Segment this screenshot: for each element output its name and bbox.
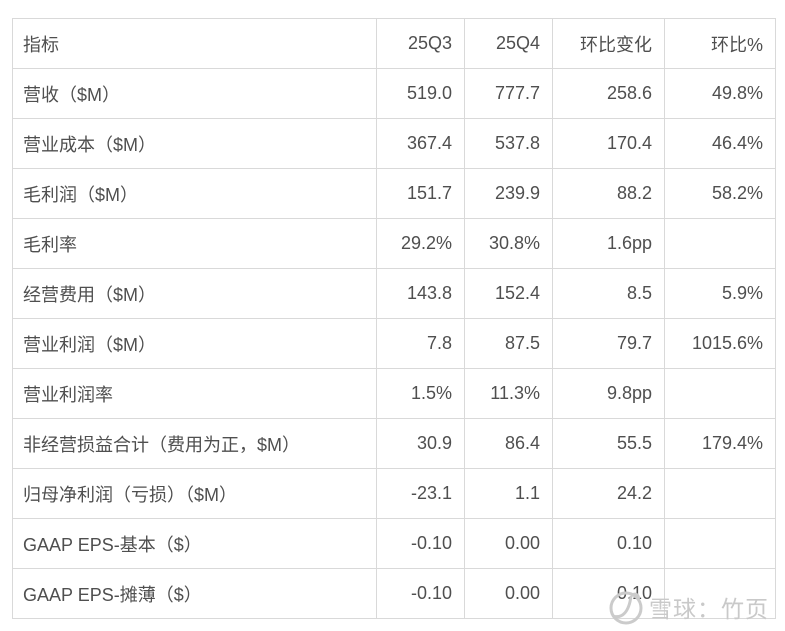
- header-cell: 环比变化: [552, 18, 665, 69]
- value-cell: 5.9%: [664, 268, 776, 319]
- value-cell: 1015.6%: [664, 318, 776, 369]
- value-cell: 0.00: [464, 568, 553, 619]
- value-cell: 87.5: [464, 318, 553, 369]
- header-cell: 25Q4: [464, 18, 553, 69]
- value-cell: 1.6pp: [552, 218, 665, 269]
- table-row: 营业利润率 1.5% 11.3% 9.8pp: [12, 368, 776, 419]
- value-cell: 0.10: [552, 518, 665, 569]
- header-cell: 25Q3: [376, 18, 465, 69]
- row-label-cell: 营业利润（$M）: [12, 318, 377, 369]
- value-cell: 58.2%: [664, 168, 776, 219]
- table-row: 非经营损益合计（费用为正，$M） 30.9 86.4 55.5 179.4%: [12, 418, 776, 469]
- value-cell: 11.3%: [464, 368, 553, 419]
- row-label-cell: 营业利润率: [12, 368, 377, 419]
- value-cell: 1.5%: [376, 368, 465, 419]
- value-cell: 0.00: [464, 518, 553, 569]
- table-row: 经营费用（$M） 143.8 152.4 8.5 5.9%: [12, 268, 776, 319]
- row-label-cell: 经营费用（$M）: [12, 268, 377, 319]
- value-cell: 537.8: [464, 118, 553, 169]
- value-cell: 777.7: [464, 68, 553, 119]
- value-cell: 179.4%: [664, 418, 776, 469]
- table-row: GAAP EPS-基本（$） -0.10 0.00 0.10: [12, 518, 776, 569]
- value-cell: [664, 218, 776, 269]
- value-cell: 30.8%: [464, 218, 553, 269]
- value-cell: 8.5: [552, 268, 665, 319]
- value-cell: 239.9: [464, 168, 553, 219]
- row-label-cell: 营收（$M）: [12, 68, 377, 119]
- value-cell: [664, 568, 776, 619]
- table-row: 营业成本（$M） 367.4 537.8 170.4 46.4%: [12, 118, 776, 169]
- value-cell: 29.2%: [376, 218, 465, 269]
- value-cell: 9.8pp: [552, 368, 665, 419]
- value-cell: 143.8: [376, 268, 465, 319]
- table-row: 毛利润（$M） 151.7 239.9 88.2 58.2%: [12, 168, 776, 219]
- financial-table: 指标 25Q3 25Q4 环比变化 环比% 营收（$M） 519.0 777.7 258.6 49…: [12, 18, 776, 619]
- row-label-cell: 非经营损益合计（费用为正，$M）: [12, 418, 377, 469]
- value-cell: 86.4: [464, 418, 553, 469]
- value-cell: 46.4%: [664, 118, 776, 169]
- row-label-cell: 毛利润（$M）: [12, 168, 377, 219]
- value-cell: [664, 518, 776, 569]
- value-cell: 55.5: [552, 418, 665, 469]
- value-cell: 88.2: [552, 168, 665, 219]
- value-cell: 1.1: [464, 468, 553, 519]
- row-label-cell: 归母净利润（亏损）（$M）: [12, 468, 377, 519]
- value-cell: 519.0: [376, 68, 465, 119]
- value-cell: 151.7: [376, 168, 465, 219]
- value-cell: 79.7: [552, 318, 665, 369]
- table-row: 营业利润（$M） 7.8 87.5 79.7 1015.6%: [12, 318, 776, 369]
- value-cell: 7.8: [376, 318, 465, 369]
- value-cell: 367.4: [376, 118, 465, 169]
- financial-table-body: 指标 25Q3 25Q4 环比变化 环比% 营收（$M） 519.0 777.7 258.6 49…: [12, 18, 776, 619]
- table-row: 归母净利润（亏损）（$M） -23.1 1.1 24.2: [12, 468, 776, 519]
- value-cell: 170.4: [552, 118, 665, 169]
- value-cell: 49.8%: [664, 68, 776, 119]
- header-cell: 环比%: [664, 18, 776, 69]
- table-row: 营收（$M） 519.0 777.7 258.6 49.8%: [12, 68, 776, 119]
- value-cell: -0.10: [376, 518, 465, 569]
- value-cell: 24.2: [552, 468, 665, 519]
- row-label-cell: GAAP EPS-基本（$）: [12, 518, 377, 569]
- row-label-cell: 毛利率: [12, 218, 377, 269]
- value-cell: [664, 368, 776, 419]
- value-cell: 258.6: [552, 68, 665, 119]
- header-row: 指标 25Q3 25Q4 环比变化 环比%: [12, 18, 776, 69]
- value-cell: -23.1: [376, 468, 465, 519]
- row-label-cell: GAAP EPS-摊薄（$）: [12, 568, 377, 619]
- value-cell: -0.10: [376, 568, 465, 619]
- table-row: GAAP EPS-摊薄（$） -0.10 0.00 0.10: [12, 568, 776, 619]
- value-cell: 0.10: [552, 568, 665, 619]
- value-cell: 30.9: [376, 418, 465, 469]
- value-cell: [664, 468, 776, 519]
- table-row: 毛利率 29.2% 30.8% 1.6pp: [12, 218, 776, 269]
- value-cell: 152.4: [464, 268, 553, 319]
- header-cell: 指标: [12, 18, 377, 69]
- row-label-cell: 营业成本（$M）: [12, 118, 377, 169]
